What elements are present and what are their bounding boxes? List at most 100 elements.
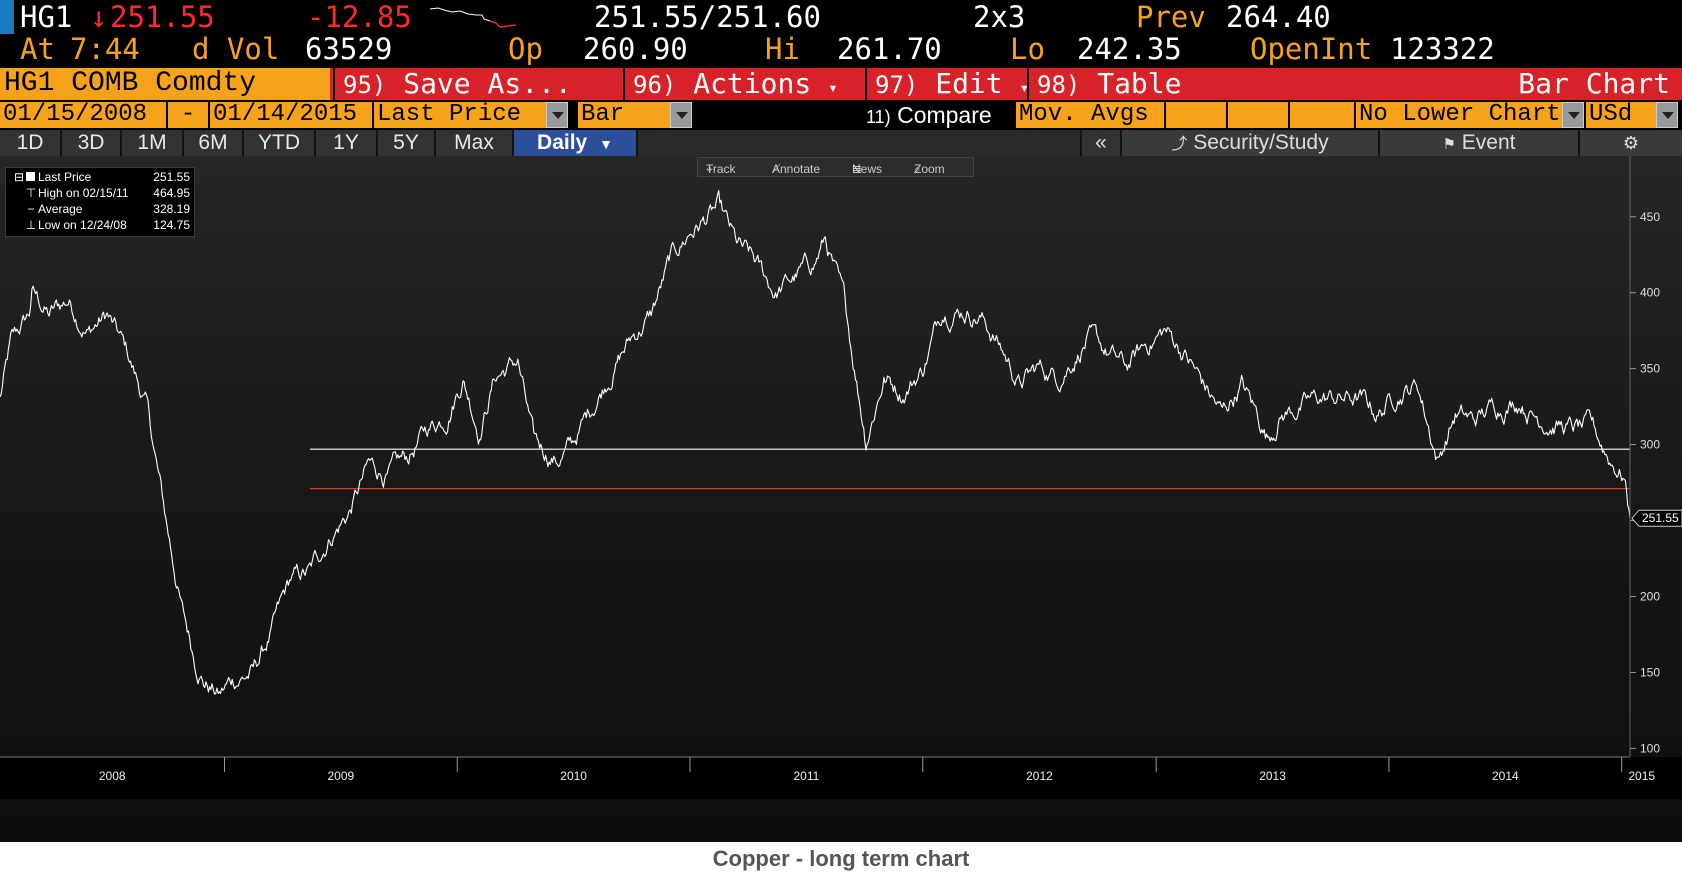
currency-select[interactable]: USd <box>1586 102 1656 128</box>
table-number: 98) <box>1037 71 1081 99</box>
legend-swatch <box>26 172 35 181</box>
track-label: Track <box>706 162 736 176</box>
y-tick-label: 400 <box>1640 286 1660 300</box>
price-chart[interactable]: 1001502002503003504004502008200920102011… <box>0 156 1682 842</box>
tab-5y[interactable]: 5Y <box>378 130 436 156</box>
currency-dropdown-button[interactable] <box>1656 102 1678 128</box>
legend-row-low: ⊥ Low on 12/24/08 124.75 <box>12 218 192 234</box>
bid-ask: 251.55/251.60 <box>594 0 821 34</box>
annotate-label: Annotate <box>772 162 821 176</box>
study-slot-1[interactable] <box>1166 102 1226 128</box>
chevron-down-icon: ▾ <box>828 78 838 97</box>
high-marker-icon: ⊤ <box>25 186 37 200</box>
x-tick-label: 2009 <box>328 769 355 783</box>
tab-3d[interactable]: 3D <box>62 130 122 156</box>
field-select[interactable]: Last Price <box>374 102 546 128</box>
mov-avgs-field[interactable]: Mov. Avgs <box>1016 102 1164 128</box>
tab-6m[interactable]: 6M <box>184 130 244 156</box>
prev-label: Prev <box>1136 0 1206 34</box>
price-series-line <box>0 190 1631 695</box>
tab-1m[interactable]: 1M <box>122 130 184 156</box>
y-tick-label: 450 <box>1640 210 1660 224</box>
y-tick-label: 100 <box>1640 741 1660 755</box>
start-date-field[interactable]: 01/15/2008 <box>0 102 166 128</box>
crosshair-icon: ⌖ <box>706 162 713 176</box>
table-button[interactable]: 98) Table <box>1027 68 1207 100</box>
volume: 63529 <box>305 32 393 66</box>
edit-menu[interactable]: 97) Edit ▾ <box>865 68 1029 100</box>
settings-button[interactable]: ⚙ <box>1578 130 1682 156</box>
last-price-tag-text: 251.55 <box>1642 511 1679 525</box>
magnifier-icon: ⌕ <box>914 162 921 176</box>
edit-number: 97) <box>875 71 919 99</box>
security-study-button[interactable]: ⤴ Security/Study <box>1120 130 1378 156</box>
at-label: At <box>20 32 55 66</box>
legend-row-last: ⊟ Last Price 251.55 <box>12 170 192 186</box>
event-button[interactable]: ⚑ Event <box>1378 130 1578 156</box>
last-price: 251.55 <box>110 0 215 34</box>
tab-ytd[interactable]: YTD <box>244 130 316 156</box>
quote-line-1: HG1 ↓ 251.55 -12.85 251.55/251.60 2x3 Pr… <box>0 0 1682 34</box>
legend-label-average: Average <box>38 202 83 216</box>
news-icon: ≣ <box>852 162 863 176</box>
average-marker-icon: − <box>27 202 35 216</box>
save-as-number: 95) <box>343 71 387 99</box>
tab-max[interactable]: Max <box>436 130 514 156</box>
high-label: Hi <box>765 32 800 66</box>
bid-ask-size: 2x3 <box>973 0 1026 34</box>
chart-toolbar: ⌖ Track ⟋ Annotate ≣ News ⌕ Zoom <box>697 157 974 177</box>
study-slot-3[interactable] <box>1290 102 1354 128</box>
chart-controls: 01/15/2008 - 01/14/2015 Last Price Bar 1… <box>0 102 1682 128</box>
x-tick-label: 2015 <box>1628 769 1655 783</box>
chart-area[interactable] <box>0 156 1682 842</box>
date-separator: - <box>168 102 208 128</box>
end-date-field[interactable]: 01/14/2015 <box>210 102 372 128</box>
legend-label-low: Low on 12/24/08 <box>38 218 127 232</box>
openint-label: OpenInt <box>1250 32 1373 66</box>
legend-label-last: Last Price <box>38 170 92 184</box>
lower-chart-dropdown-button[interactable] <box>1562 102 1584 128</box>
compare-button[interactable]: 11) Compare <box>866 102 992 128</box>
y-tick-label: 200 <box>1640 590 1660 604</box>
chart-caption: Copper - long term chart <box>712 846 970 871</box>
y-tick-label: 300 <box>1640 438 1660 452</box>
ticker[interactable]: HG1 <box>20 0 73 34</box>
x-tick-label: 2010 <box>560 769 587 783</box>
table-label: Table <box>1097 67 1182 100</box>
net-change: -12.85 <box>307 0 412 34</box>
style-dropdown-button[interactable] <box>670 102 692 128</box>
save-as-label: Save As... <box>403 67 572 100</box>
chart-legend: ⊟ Last Price 251.55 ⊤ High on 02/15/11 4… <box>5 167 195 237</box>
x-axis-band <box>0 757 1682 799</box>
sparkline <box>430 7 517 28</box>
period-tabs: 1D 3D 1M 6M YTD 1Y 5Y Max Daily ▼ « ⤴ Se… <box>0 130 1682 156</box>
legend-value-low: 124.75 <box>153 218 190 232</box>
lower-chart-select[interactable]: No Lower Chart <box>1356 102 1562 128</box>
legend-collapse-icon[interactable]: ⊟ <box>13 170 25 184</box>
open-price: 260.90 <box>583 32 688 66</box>
style-select[interactable]: Bar <box>578 102 670 128</box>
security-field[interactable]: HG1 COMB Comdty <box>0 68 330 100</box>
x-tick-label: 2014 <box>1492 769 1519 783</box>
tab-daily[interactable]: Daily ▼ <box>514 130 638 156</box>
collapse-button[interactable]: « <box>1080 130 1120 156</box>
last-price-tag: 251.55 <box>1631 509 1682 527</box>
actions-menu[interactable]: 96) Actions ▾ <box>623 68 865 100</box>
function-menu: HG1 COMB Comdty 95) Save As... 96) Actio… <box>0 68 1682 100</box>
actions-number: 96) <box>633 71 677 99</box>
terminal-window: HG1 ↓ 251.55 -12.85 251.55/251.60 2x3 Pr… <box>0 0 1682 842</box>
legend-value-average: 328.19 <box>153 202 190 216</box>
field-dropdown-button[interactable] <box>546 102 568 128</box>
tab-1d[interactable]: 1D <box>0 130 62 156</box>
y-tick-label: 150 <box>1640 665 1660 679</box>
low-label: Lo <box>1010 32 1045 66</box>
tab-1y[interactable]: 1Y <box>316 130 378 156</box>
low-marker-icon: ⊥ <box>25 218 37 232</box>
study-slot-2[interactable] <box>1228 102 1288 128</box>
legend-row-high: ⊤ High on 02/15/11 464.95 <box>12 186 192 202</box>
flag-icon: ⚑ <box>1442 136 1456 153</box>
x-tick-label: 2008 <box>99 769 126 783</box>
legend-row-average: − Average 328.19 <box>12 202 192 218</box>
save-as-button[interactable]: 95) Save As... <box>333 68 623 100</box>
quote-time: 7:44 <box>70 32 140 66</box>
